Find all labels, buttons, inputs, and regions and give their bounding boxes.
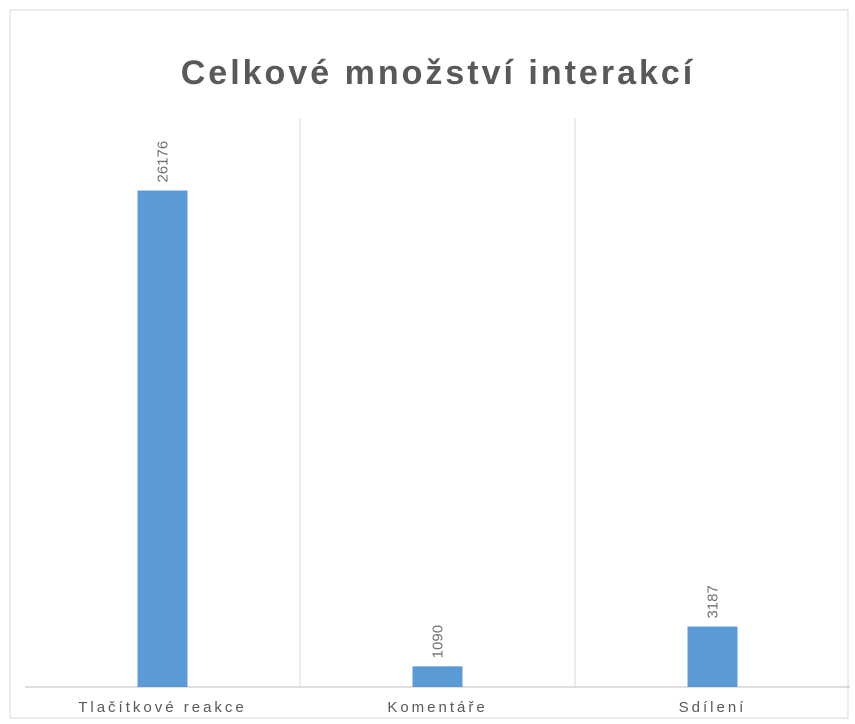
chart-title: Celkové množství interakcí [181, 54, 696, 92]
x-tick-label: Tlačítkové reakce [78, 699, 247, 716]
data-label: 1090 [430, 625, 447, 658]
x-tick-label: Komentáře [387, 699, 487, 716]
chart-frame [9, 9, 849, 719]
data-label: 3187 [705, 585, 722, 618]
x-tick-label: Sdílení [679, 699, 747, 716]
bar [687, 626, 738, 687]
data-label: 26176 [155, 141, 172, 183]
bar [412, 666, 463, 687]
bar [137, 190, 188, 687]
